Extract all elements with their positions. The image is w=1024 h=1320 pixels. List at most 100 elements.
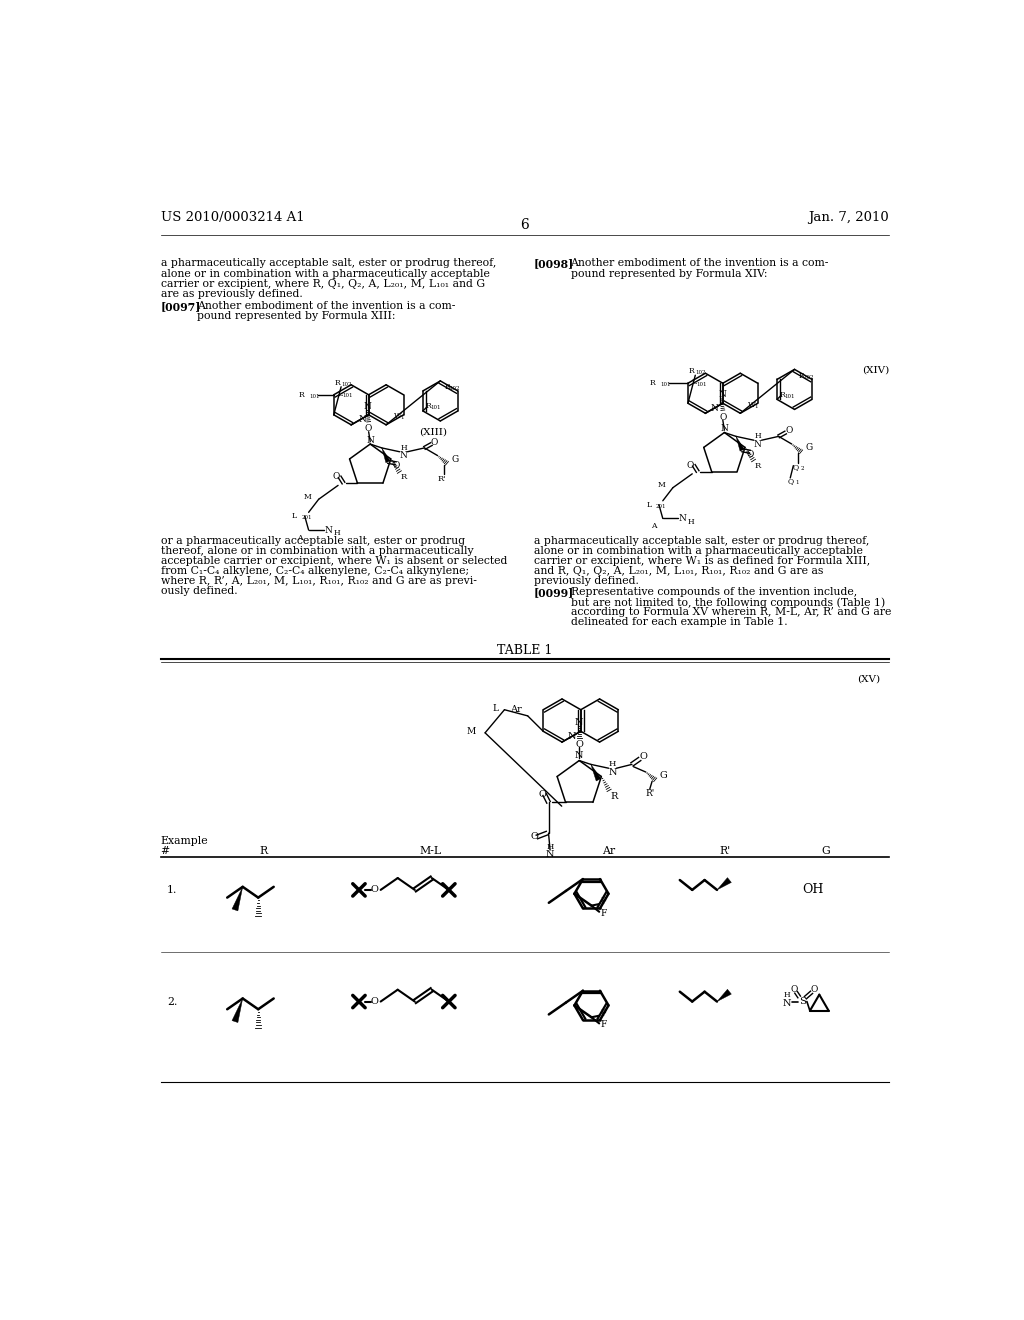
Text: Q: Q bbox=[787, 477, 794, 484]
Text: O: O bbox=[686, 461, 693, 470]
Text: (XIII): (XIII) bbox=[419, 428, 447, 436]
Text: N: N bbox=[358, 416, 367, 424]
Text: O: O bbox=[640, 752, 647, 762]
Text: 2.: 2. bbox=[167, 997, 177, 1007]
Text: 2: 2 bbox=[801, 466, 804, 471]
Text: O: O bbox=[371, 886, 379, 895]
Text: F: F bbox=[601, 1008, 607, 1018]
Text: and R, Q₁, Q₂, A, L₂₀₁, M, L₁₀₁, R₁₀₁, R₁₀₂ and G are as: and R, Q₁, Q₂, A, L₂₀₁, M, L₁₀₁, R₁₀₁, R… bbox=[535, 566, 823, 576]
Polygon shape bbox=[591, 764, 601, 781]
Text: O: O bbox=[539, 791, 546, 799]
Text: 201: 201 bbox=[655, 504, 667, 508]
Text: 102: 102 bbox=[341, 381, 351, 387]
Text: or a pharmaceutically acceptable salt, ester or prodrug: or a pharmaceutically acceptable salt, e… bbox=[161, 536, 465, 545]
Text: O: O bbox=[530, 833, 539, 841]
Text: Ar: Ar bbox=[510, 705, 521, 714]
Text: N: N bbox=[782, 999, 791, 1007]
Polygon shape bbox=[232, 998, 243, 1023]
Text: 101: 101 bbox=[660, 383, 671, 387]
Polygon shape bbox=[736, 437, 744, 451]
Text: where R, R’, A, L₂₀₁, M, L₁₀₁, R₁₀₁, R₁₀₂ and G are as previ-: where R, R’, A, L₂₀₁, M, L₁₀₁, R₁₀₁, R₁₀… bbox=[161, 576, 476, 586]
Text: R: R bbox=[779, 391, 785, 399]
Text: R: R bbox=[299, 391, 304, 399]
Text: 1: 1 bbox=[755, 404, 758, 409]
Text: [0098]: [0098] bbox=[535, 259, 574, 269]
Text: Ar: Ar bbox=[602, 846, 615, 855]
Text: A: A bbox=[651, 523, 656, 531]
Text: O: O bbox=[431, 438, 438, 447]
Text: N: N bbox=[367, 436, 374, 445]
Text: O: O bbox=[811, 985, 818, 994]
Text: but are not limited to, the following compounds (Table 1): but are not limited to, the following co… bbox=[570, 597, 885, 609]
Text: R: R bbox=[259, 846, 267, 855]
Text: O: O bbox=[719, 413, 726, 421]
Text: 101: 101 bbox=[309, 393, 319, 399]
Text: TABLE 1: TABLE 1 bbox=[497, 644, 553, 656]
Text: O: O bbox=[746, 450, 754, 458]
Text: R: R bbox=[688, 367, 694, 375]
Text: alone or in combination with a pharmaceutically acceptable: alone or in combination with a pharmaceu… bbox=[535, 545, 863, 556]
Text: 101: 101 bbox=[342, 393, 352, 399]
Text: according to Formula XV wherein R, M-L, Ar, R’ and G are: according to Formula XV wherein R, M-L, … bbox=[570, 607, 891, 618]
Text: F: F bbox=[601, 1020, 607, 1030]
Text: Another embodiment of the invention is a com-: Another embodiment of the invention is a… bbox=[570, 259, 828, 268]
Text: R: R bbox=[611, 792, 618, 801]
Text: L: L bbox=[337, 389, 342, 399]
Text: H: H bbox=[400, 444, 407, 451]
Text: H: H bbox=[783, 991, 791, 999]
Text: alone or in combination with a pharmaceutically acceptable: alone or in combination with a pharmaceu… bbox=[161, 268, 489, 279]
Text: R: R bbox=[400, 474, 407, 482]
Polygon shape bbox=[717, 878, 731, 890]
Text: G: G bbox=[821, 846, 829, 855]
Text: N: N bbox=[575, 718, 584, 726]
Text: F: F bbox=[601, 908, 607, 917]
Text: [0099]: [0099] bbox=[535, 587, 574, 598]
Text: previously defined.: previously defined. bbox=[535, 576, 639, 586]
Text: O: O bbox=[575, 741, 584, 748]
Text: acceptable carrier or excipient, where W₁ is absent or selected: acceptable carrier or excipient, where W… bbox=[161, 556, 507, 566]
Text: R: R bbox=[334, 379, 340, 387]
Text: R': R' bbox=[719, 846, 730, 855]
Text: N: N bbox=[678, 513, 686, 523]
Text: M: M bbox=[467, 727, 476, 735]
Text: N: N bbox=[608, 768, 616, 776]
Text: W: W bbox=[748, 401, 756, 409]
Text: N: N bbox=[754, 440, 762, 449]
Text: ously defined.: ously defined. bbox=[161, 586, 238, 595]
Text: R: R bbox=[425, 403, 431, 411]
Text: O: O bbox=[791, 985, 798, 994]
Text: G: G bbox=[659, 771, 668, 780]
Text: G: G bbox=[806, 444, 813, 453]
Text: H: H bbox=[334, 529, 340, 537]
Text: [0097]: [0097] bbox=[161, 301, 201, 312]
Text: Example: Example bbox=[161, 836, 208, 846]
Text: M-L: M-L bbox=[419, 846, 441, 855]
Text: 1: 1 bbox=[795, 480, 799, 484]
Text: 1.: 1. bbox=[167, 884, 177, 895]
Text: M: M bbox=[303, 492, 311, 500]
Text: US 2010/0003214 A1: US 2010/0003214 A1 bbox=[161, 211, 304, 224]
Text: L: L bbox=[646, 500, 651, 508]
Text: are as previously defined.: are as previously defined. bbox=[161, 289, 302, 298]
Text: 101: 101 bbox=[784, 393, 795, 399]
Text: H: H bbox=[547, 843, 554, 851]
Text: (XV): (XV) bbox=[857, 675, 880, 684]
Text: L: L bbox=[292, 512, 297, 520]
Polygon shape bbox=[232, 887, 243, 911]
Text: 201: 201 bbox=[302, 515, 312, 520]
Text: pound represented by Formula XIII:: pound represented by Formula XIII: bbox=[197, 312, 395, 321]
Text: N: N bbox=[364, 401, 372, 411]
Text: 102: 102 bbox=[449, 387, 460, 391]
Text: OH: OH bbox=[802, 883, 823, 896]
Text: 6: 6 bbox=[520, 218, 529, 232]
Text: H: H bbox=[687, 517, 694, 525]
Polygon shape bbox=[382, 447, 390, 463]
Text: G: G bbox=[452, 455, 459, 463]
Text: N: N bbox=[718, 391, 726, 399]
Text: Jan. 7, 2010: Jan. 7, 2010 bbox=[808, 211, 889, 224]
Text: Representative compounds of the invention include,: Representative compounds of the inventio… bbox=[570, 587, 857, 597]
Text: a pharmaceutically acceptable salt, ester or prodrug thereof,: a pharmaceutically acceptable salt, este… bbox=[161, 259, 496, 268]
Text: L: L bbox=[691, 379, 696, 387]
Text: S: S bbox=[799, 997, 806, 1006]
Text: 101: 101 bbox=[696, 381, 707, 387]
